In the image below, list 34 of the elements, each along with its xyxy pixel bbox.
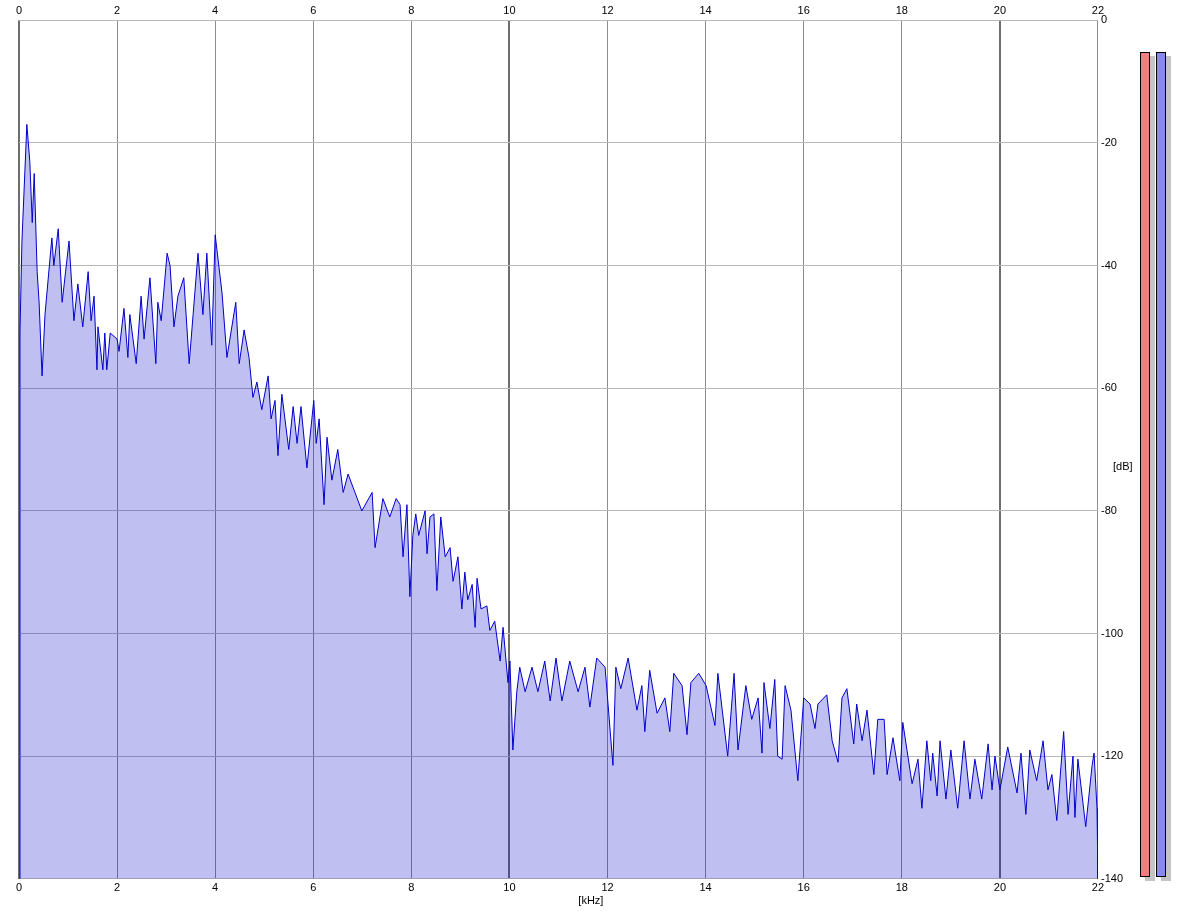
x2-tick-label: 4 — [212, 3, 219, 16]
x-tick-label: 0 — [15, 881, 23, 894]
x-tick-label: 4 — [212, 881, 219, 894]
x-tick-label: 2 — [114, 881, 121, 894]
y-axis-title: [dB] — [1112, 459, 1133, 472]
x2-tick-label: 18 — [895, 3, 908, 16]
x-tick-label: 14 — [699, 881, 712, 894]
x2-tick-label: 10 — [503, 3, 516, 16]
x2-tick-label: 16 — [797, 3, 810, 16]
x-tick-label: 22 — [1091, 881, 1105, 894]
y-tick-label: 0 — [1100, 13, 1108, 26]
x2-tick-label: 22 — [1091, 3, 1105, 16]
y-tick-label: -60 — [1100, 381, 1117, 394]
x-tick-label: 8 — [408, 881, 415, 894]
x2-tick-label: 14 — [699, 3, 712, 16]
x2-tick-label: 0 — [15, 3, 23, 16]
x-tick-label: 16 — [797, 881, 810, 894]
x-axis-title: [kHz] — [578, 893, 604, 906]
x-tick-label: 12 — [601, 881, 614, 894]
x2-tick-label: 2 — [114, 3, 121, 16]
y-tick-label: -20 — [1100, 135, 1117, 148]
y-tick-label: -40 — [1100, 258, 1117, 271]
x-tick-label: 20 — [993, 881, 1007, 894]
x-tick-label: 6 — [310, 881, 317, 894]
y-tick-label: -80 — [1100, 503, 1117, 516]
x2-tick-label: 6 — [310, 3, 317, 16]
y-tick-label: -140 — [1100, 871, 1124, 884]
x-tick-label: 10 — [503, 881, 516, 894]
x2-tick-label: 12 — [601, 3, 614, 16]
x-tick-label: 18 — [895, 881, 908, 894]
x2-tick-label: 8 — [408, 3, 415, 16]
x2-tick-label: 20 — [993, 3, 1007, 16]
y-tick-label: -120 — [1100, 749, 1124, 762]
y-tick-label: -100 — [1100, 626, 1124, 639]
